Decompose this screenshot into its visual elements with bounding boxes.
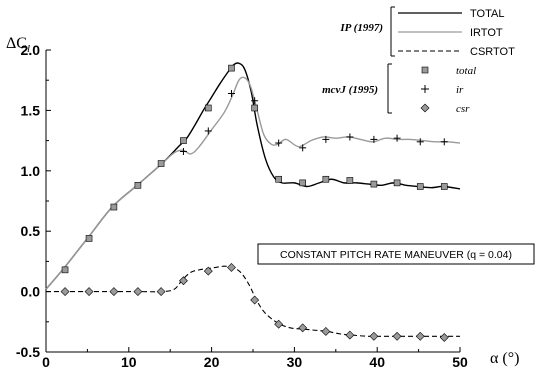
y-tick-label: 0.5 — [21, 223, 41, 239]
legend-marker-total — [421, 66, 429, 74]
legend-label-total-curve: TOTAL — [470, 8, 504, 20]
x-tick-label: 10 — [121, 354, 137, 370]
data-point-ir — [179, 147, 187, 155]
series-curves — [45, 62, 461, 337]
data-point-ir — [370, 135, 378, 143]
y-tick-label: -0.5 — [16, 344, 40, 360]
data-point-total — [134, 181, 142, 189]
data-point-total — [416, 183, 424, 190]
annotation-text: CONSTANT PITCH RATE MANEUVER (q = 0.04) — [280, 249, 512, 261]
data-point-ir — [299, 144, 307, 152]
ticks: 0 10 20 30 40 50 -0.5 0.0 0.5 1.0 1.5 2.0 — [16, 42, 468, 370]
data-point-csr — [321, 327, 331, 336]
data-point-csr — [250, 295, 260, 305]
data-point-ir — [204, 127, 212, 135]
data-point-csr — [227, 263, 236, 272]
legend-marker-ir — [421, 85, 429, 93]
data-point-total — [346, 177, 354, 184]
x-tick-label: 30 — [287, 354, 303, 370]
maneuver-annotation: CONSTANT PITCH RATE MANEUVER (q = 0.04) — [257, 243, 535, 265]
legend-label-total-marker: total — [456, 65, 476, 77]
data-point-csr — [60, 287, 70, 297]
legend-label-csrtot: CSRTOT — [470, 46, 515, 58]
data-point-csr — [84, 287, 94, 297]
data-point-csr — [345, 330, 355, 340]
x-tick-label: 0 — [42, 354, 50, 370]
data-point-csr — [179, 276, 188, 286]
y-tick-label: 2.0 — [21, 42, 41, 58]
data-point-total — [275, 175, 282, 183]
data-point-total — [440, 183, 448, 190]
data-point-total — [251, 104, 258, 112]
y-tick-label: 1.0 — [21, 163, 41, 179]
x-axis-title: α (°) — [490, 350, 519, 367]
y-tick-label: 0.0 — [21, 284, 41, 300]
y-axis-title: ΔCl — [6, 35, 30, 55]
data-point-total — [180, 137, 187, 144]
legend-label-ir: ir — [456, 84, 464, 96]
series-markers — [60, 64, 449, 342]
data-point-total — [370, 180, 378, 188]
legend-marker-csr — [420, 103, 430, 113]
data-point-csr — [439, 333, 449, 342]
data-point-total — [61, 266, 69, 274]
data-point-csr — [274, 319, 284, 329]
data-point-ir — [416, 138, 424, 146]
data-point-ir — [275, 139, 283, 147]
data-point-ir — [346, 133, 354, 141]
data-point-total — [85, 235, 93, 242]
data-point-csr — [298, 323, 308, 333]
data-point-total — [299, 179, 306, 187]
x-tick-label: 40 — [369, 354, 385, 370]
legend: IP (1997) TOTAL IRTOT CSRTOT mcvJ (1995)… — [322, 6, 515, 115]
data-point-csr — [133, 287, 143, 297]
data-point-total — [228, 64, 235, 72]
series-line-csrtot — [45, 265, 460, 337]
data-point-csr — [392, 331, 402, 341]
data-point-ir — [393, 134, 401, 142]
data-point-total — [110, 203, 118, 211]
series-line-total — [45, 62, 461, 290]
annotation-box — [257, 243, 535, 265]
data-point-csr — [156, 287, 166, 297]
data-point-csr — [415, 331, 425, 341]
data-point-csr — [203, 266, 213, 276]
data-point-ir — [227, 89, 235, 97]
legend-group-mcvj: mcvJ (1995) — [322, 84, 378, 96]
data-point-csr — [109, 287, 119, 297]
x-tick-label: 50 — [452, 354, 468, 370]
data-point-total — [204, 104, 212, 112]
x-tick-label: 20 — [204, 354, 220, 370]
data-point-ir — [251, 97, 259, 105]
data-point-csr — [369, 331, 379, 341]
series-line-irtot — [45, 76, 461, 290]
y-tick-label: 1.5 — [21, 102, 41, 118]
legend-group-ip: IP (1997) — [339, 22, 383, 34]
data-point-ir — [440, 138, 448, 146]
data-point-total — [157, 160, 165, 167]
data-point-total — [393, 179, 401, 187]
legend-label-csr: csr — [456, 103, 470, 115]
legend-label-irtot: IRTOT — [470, 27, 503, 39]
data-point-total — [322, 175, 330, 183]
data-point-ir — [322, 135, 330, 143]
